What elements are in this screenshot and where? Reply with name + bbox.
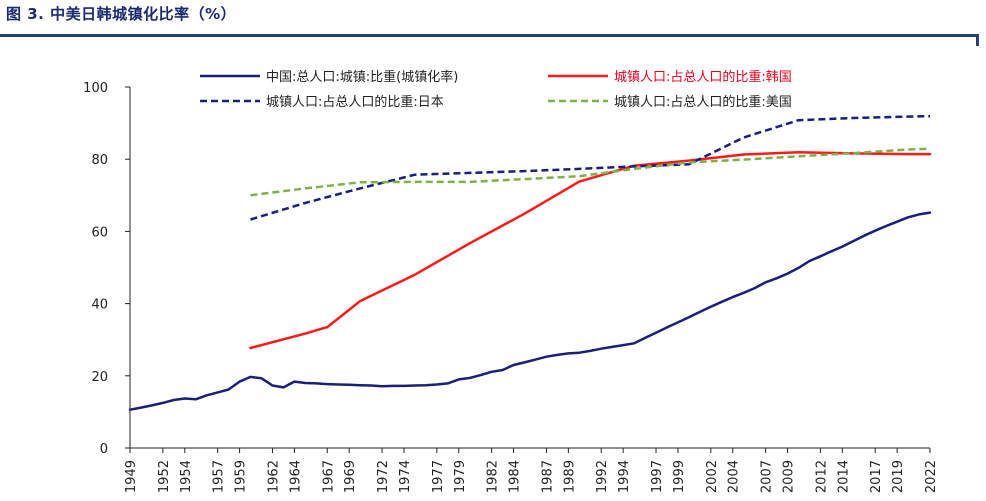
x-tick-label: 1974 bbox=[398, 460, 413, 493]
x-tick-label: 2004 bbox=[727, 460, 742, 493]
x-tick-label: 1967 bbox=[321, 460, 336, 493]
series-line-usa bbox=[250, 147, 931, 197]
x-tick-label: 1952 bbox=[157, 460, 172, 493]
x-tick-label: 1977 bbox=[431, 460, 446, 493]
figure-title: 图 3. 中美日韩城镇化比率（%） bbox=[6, 5, 237, 23]
x-tick-label: 1984 bbox=[508, 460, 523, 493]
x-tick-label: 1999 bbox=[672, 460, 687, 493]
x-tick-label: 2022 bbox=[924, 460, 939, 493]
y-tick-label: 0 bbox=[100, 442, 108, 457]
x-tick-label: 1992 bbox=[595, 460, 610, 493]
x-tick-label: 1957 bbox=[212, 460, 227, 493]
x-tick-label: 1979 bbox=[453, 460, 468, 493]
legend-label-usa: 城镇人口:占总人口的比重:美国 bbox=[614, 94, 792, 110]
legend-label-china: 中国:总人口:城镇:比重(城镇化率) bbox=[266, 69, 458, 85]
x-tick-label: 1989 bbox=[562, 460, 577, 493]
x-tick-label: 1964 bbox=[288, 460, 303, 493]
x-tick-label: 2009 bbox=[782, 460, 797, 493]
legend-label-korea: 城镇人口:占总人口的比重:韩国 bbox=[614, 69, 792, 85]
series-line-china bbox=[128, 211, 932, 411]
x-tick-label: 2017 bbox=[869, 460, 884, 493]
series-line-korea bbox=[249, 151, 932, 350]
title-rule bbox=[0, 34, 978, 37]
legend: 中国:总人口:城镇:比重(城镇化率) 城镇人口:占总人口的比重:韩国 城镇人口:… bbox=[200, 69, 792, 110]
legend-label-japan: 城镇人口:占总人口的比重:日本 bbox=[266, 94, 444, 110]
x-tick-label: 1972 bbox=[376, 460, 391, 493]
title-rule-tick bbox=[976, 34, 979, 46]
y-tick-label: 100 bbox=[83, 81, 108, 96]
axes: 0 20 40 60 80 100 1949 1952 1954 1957 1959 1962 1964… bbox=[83, 81, 939, 493]
x-tick-label: 1997 bbox=[650, 460, 665, 493]
x-tick-label: 1982 bbox=[486, 460, 501, 493]
y-tick-label: 40 bbox=[91, 298, 108, 313]
y-tick-label: 80 bbox=[91, 153, 108, 168]
x-tick-label: 1954 bbox=[179, 460, 194, 493]
x-tick-label: 2019 bbox=[891, 460, 906, 493]
x-tick-label: 2014 bbox=[836, 460, 851, 493]
series-line-japan bbox=[250, 114, 931, 221]
x-tick-label: 2012 bbox=[814, 460, 829, 493]
x-tick-label: 2007 bbox=[760, 460, 775, 493]
y-tick-label: 20 bbox=[91, 370, 108, 385]
y-tick-label: 60 bbox=[91, 225, 108, 240]
x-tick-label: 1962 bbox=[266, 460, 281, 493]
x-tick-label: 1994 bbox=[617, 460, 632, 493]
x-tick-label: 1969 bbox=[343, 460, 358, 493]
series-layer bbox=[128, 114, 932, 411]
x-tick-label: 1949 bbox=[124, 460, 139, 493]
x-tick-label: 1987 bbox=[540, 460, 555, 493]
x-tick-label: 2002 bbox=[705, 460, 720, 493]
x-tick-label: 1959 bbox=[234, 460, 249, 493]
